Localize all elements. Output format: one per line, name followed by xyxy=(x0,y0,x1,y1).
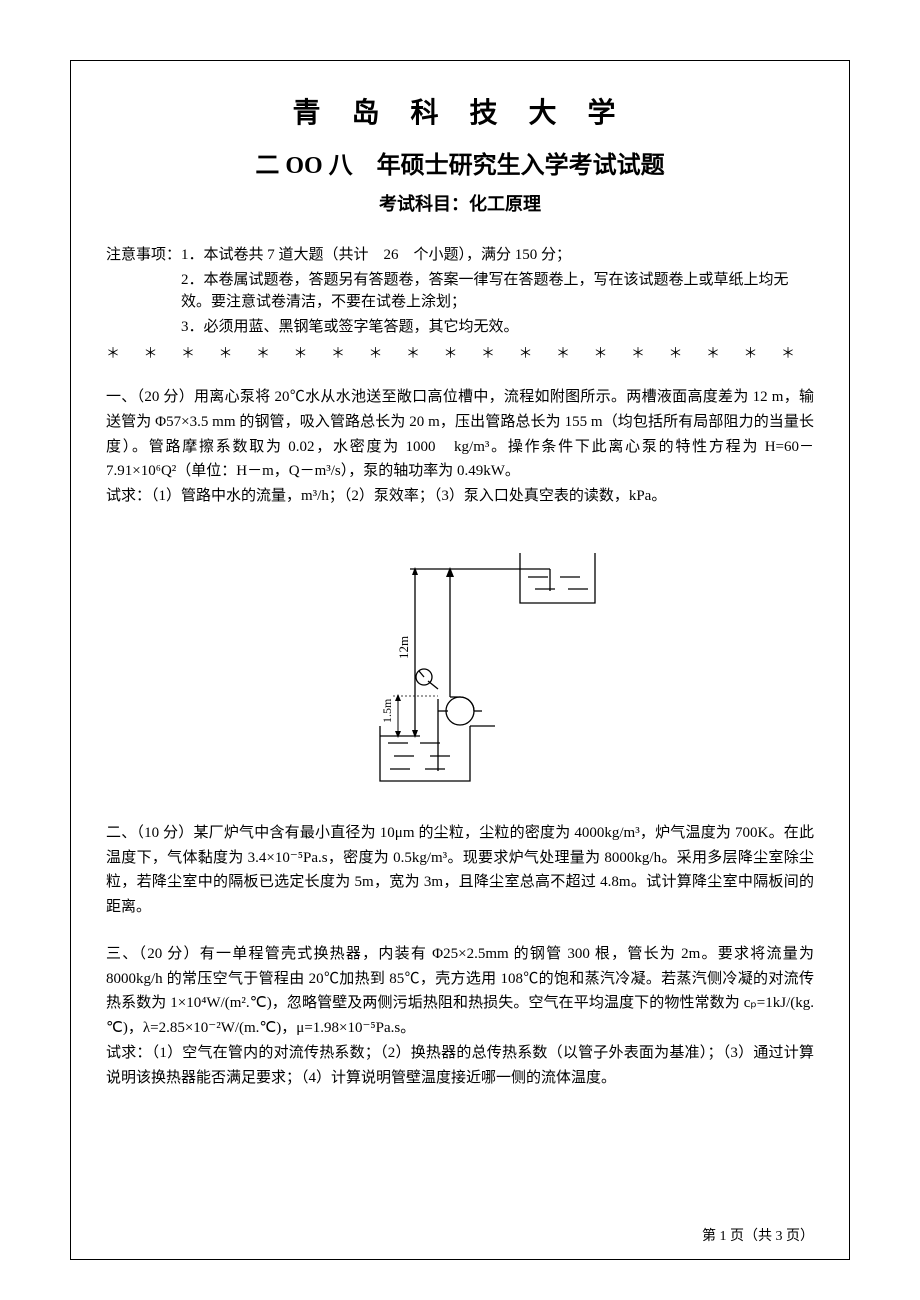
q3-ask: 试求：（1）空气在管内的对流传热系数；（2）换热器的总传热系数（以管子外表面为基… xyxy=(106,1045,814,1086)
star-separator: ＊ ＊ ＊ ＊ ＊ ＊ ＊ ＊ ＊ ＊ ＊ ＊ ＊ ＊ ＊ ＊ ＊ ＊ ＊ ＊ … xyxy=(106,343,814,363)
notice-block: 注意事项： 1．本试卷共 7 道大题（共计 26 个小题），满分 150 分； … xyxy=(106,244,814,340)
question-2: 二、（10 分）某厂炉气中含有最小直径为 10μm 的尘粒，尘粒的密度为 400… xyxy=(106,821,814,920)
q1-ask: 试求：（1）管路中水的流量，m³/h；（2）泵效率；（3）泵入口处真空表的读数，… xyxy=(106,488,666,504)
university-title: 青 岛 科 技 大 学 xyxy=(106,91,814,131)
figure-wrap: 12m 1.5m xyxy=(106,531,814,791)
notice-item-2: 2．本卷属试题卷，答题另有答题卷，答案一律写在答题卷上，写在该试题卷上或草纸上均… xyxy=(181,269,814,314)
q2-body: 二、（10 分）某厂炉气中含有最小直径为 10μm 的尘粒，尘粒的密度为 400… xyxy=(106,825,814,915)
notice-item-1: 1．本试卷共 7 道大题（共计 26 个小题），满分 150 分； xyxy=(181,244,814,267)
page-number: 第 1 页（共 3 页） xyxy=(702,1225,814,1245)
pump-diagram: 12m 1.5m xyxy=(320,531,600,791)
exam-subtitle: 二 OO 八 年硕士研究生入学考试试题 xyxy=(106,145,814,180)
q3-body: 三、（20 分）有一单程管壳式换热器，内装有 Φ25×2.5mm 的钢管 300… xyxy=(106,946,814,1036)
notice-label: 注意事项： xyxy=(106,244,181,340)
page-frame: 青 岛 科 技 大 学 二 OO 八 年硕士研究生入学考试试题 考试科目：化工原… xyxy=(70,60,850,1260)
subject-line: 考试科目：化工原理 xyxy=(106,190,814,216)
question-3: 三、（20 分）有一单程管壳式换热器，内装有 Φ25×2.5mm 的钢管 300… xyxy=(106,942,814,1091)
label-1p5m: 1.5m xyxy=(380,698,394,723)
question-1: 一、（20 分）用离心泵将 20℃水从水池送至敞口高位槽中，流程如附图所示。两槽… xyxy=(106,385,814,509)
notice-item-3: 3．必须用蓝、黑钢笔或签字笔答题，其它均无效。 xyxy=(181,316,814,339)
label-12m: 12m xyxy=(396,636,411,659)
q1-body: 一、（20 分）用离心泵将 20℃水从水池送至敞口高位槽中，流程如附图所示。两槽… xyxy=(106,389,814,479)
